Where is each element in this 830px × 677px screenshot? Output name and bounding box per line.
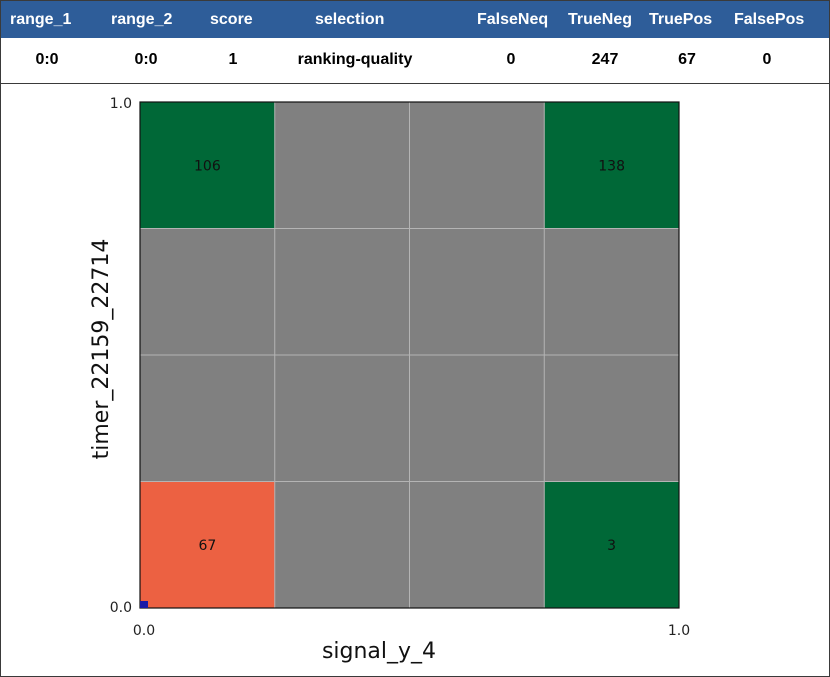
- heatmap-cell-3-1: [544, 355, 679, 482]
- cell-value-label: 106: [194, 158, 221, 174]
- cell-value-label: 67: [198, 538, 216, 554]
- heatmap-cell-1-1: [274, 355, 410, 482]
- heatmap-svg: 106 138 67 3 1.0 0.0 0.0 1.0 signal_y_4 tim…: [89, 96, 690, 664]
- heatmap-cell-0-1: [140, 355, 275, 482]
- table-row: 0:0 0:0 1 ranking-quality 0 247 67 0: [1, 38, 829, 84]
- header-false-pos: FalsePos: [734, 11, 805, 28]
- heatmap-cell-3-0: [544, 481, 679, 608]
- cell-range-1: 0:0: [35, 51, 59, 68]
- cell-false-pos: 0: [762, 51, 772, 68]
- header-range-2: range_2: [111, 11, 173, 28]
- heatmap-cell-0-0: [140, 481, 275, 608]
- cell-false-neq: 0: [506, 51, 516, 68]
- cell-true-pos: 67: [678, 51, 696, 68]
- y-axis-label: timer_22159_22714: [89, 239, 114, 460]
- header-selection: selection: [315, 11, 385, 28]
- header-true-pos: TruePos: [649, 11, 713, 28]
- heatmap-cell-2-3: [409, 102, 545, 229]
- cell-value-label: 3: [607, 538, 616, 554]
- plot-border: [139, 101, 680, 609]
- heatmap-cell-1-3: [274, 102, 410, 229]
- cell-range-2: 0:0: [134, 51, 158, 68]
- heatmap-cell-2-1: [409, 355, 545, 482]
- labels-layer: 106 138 67 3: [194, 158, 625, 554]
- cell-selection: ranking-quality: [297, 51, 413, 68]
- grid-layer: [140, 102, 679, 608]
- origin-marker: [140, 601, 148, 608]
- cell-score: 1: [228, 51, 238, 68]
- x-tick-left: 0.0: [133, 623, 155, 639]
- heatmap-cell-3-3: [544, 102, 679, 229]
- y-tick-top: 1.0: [110, 96, 132, 112]
- heatmap-chart: 106 138 67 3 1.0 0.0 0.0 1.0 signal_y_4 tim…: [1, 84, 829, 676]
- cells-layer: [140, 102, 679, 608]
- table-header-row: range_1 range_2 score selection FalseNeq…: [1, 1, 829, 38]
- y-tick-bottom: 0.0: [110, 600, 132, 616]
- heatmap-cell-1-0: [274, 481, 410, 608]
- header-true-neg: TrueNeg: [568, 11, 633, 28]
- heatmap-cell-2-0: [409, 481, 545, 608]
- heatmap-cell-3-2: [544, 228, 679, 355]
- heatmap-cell-1-2: [274, 228, 410, 355]
- cell-true-neg: 247: [591, 51, 619, 68]
- header-false-neq: FalseNeq: [477, 11, 549, 28]
- heatmap-cell-2-2: [409, 228, 545, 355]
- heatmap-cell-0-3: [140, 102, 275, 229]
- header-range-1: range_1: [10, 11, 72, 28]
- header-score: score: [210, 11, 253, 28]
- x-tick-right: 1.0: [668, 623, 690, 639]
- cell-value-label: 138: [598, 158, 625, 174]
- x-axis-label: signal_y_4: [322, 639, 436, 664]
- heatmap-cell-0-2: [140, 228, 275, 355]
